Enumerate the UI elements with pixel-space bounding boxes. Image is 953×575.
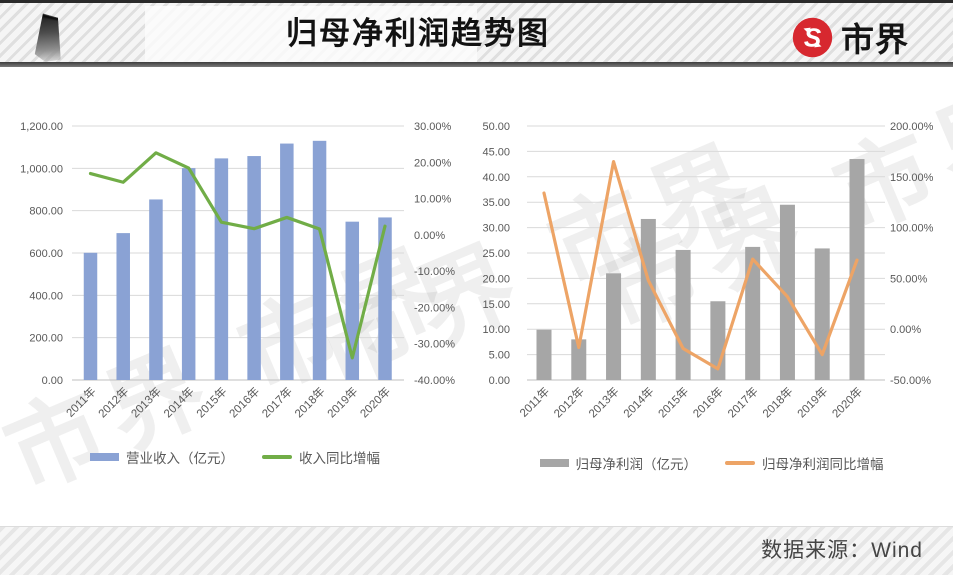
title-panel — [145, 6, 477, 65]
revenue-primary-axis-tick: 400.00 — [29, 290, 63, 302]
profit-bar-swatch — [539, 459, 569, 467]
revenue-secondary-axis-tick: 10.00% — [414, 194, 452, 206]
svg-text:S: S — [804, 22, 822, 52]
legend-item-profit: 归母净利润（亿元） — [539, 453, 698, 473]
legend-item-revenue-growth: 收入同比增幅 — [262, 447, 380, 467]
legend-label: 归母净利润同比增幅 — [762, 457, 884, 472]
profit-x-axis-label: 2018年 — [759, 384, 795, 420]
profit-bar — [536, 329, 552, 380]
legend-label: 收入同比增幅 — [299, 451, 380, 466]
revenue-bar-swatch — [90, 453, 119, 461]
revenue-primary-axis-tick: 800.00 — [29, 206, 63, 218]
profit-primary-axis-tick: 50.00 — [482, 121, 510, 133]
profit-x-axis-label: 2011年 — [517, 384, 553, 420]
profit-secondary-axis-tick: -50.00% — [890, 375, 931, 387]
legend-item-profit-growth: 归母净利润同比增幅 — [725, 453, 884, 473]
profit-x-axis-label: 2016年 — [690, 384, 726, 420]
profit-primary-axis-tick: 0.00 — [489, 375, 510, 387]
profit-x-axis-label: 2017年 — [725, 384, 761, 420]
data-source-label: 数据来源：Wind — [761, 539, 923, 562]
legend-item-revenue: 营业收入（亿元） — [90, 447, 234, 467]
brush-stroke-icon — [26, 12, 71, 66]
profit-x-axis-label: 2015年 — [655, 384, 691, 420]
profit-x-axis-label: 2019年 — [794, 384, 830, 420]
revenue-secondary-axis-tick: 20.00% — [414, 157, 452, 169]
brand-logo: S 市界 — [791, 13, 909, 61]
profit-x-axis-label: 2012年 — [551, 384, 587, 420]
footer: 数据来源：Wind — [0, 526, 953, 575]
profit-chart-legend: 归母净利润（亿元） 归母净利润同比增幅 — [470, 453, 953, 473]
revenue-primary-axis-tick: 1,000.00 — [20, 163, 63, 175]
revenue-secondary-axis-tick: 30.00% — [414, 121, 452, 133]
profit-primary-axis-tick: 45.00 — [482, 146, 510, 158]
revenue-primary-axis-tick: 1,200.00 — [20, 121, 63, 133]
brand-name: 市界 — [841, 21, 909, 58]
profit-secondary-axis-tick: 0.00% — [890, 324, 921, 336]
profit-primary-axis-tick: 40.00 — [482, 172, 510, 184]
legend-label: 归母净利润（亿元） — [575, 457, 698, 472]
profit-growth-line-swatch — [725, 461, 755, 465]
revenue-growth-line-swatch — [262, 455, 292, 459]
profit-secondary-axis-tick: 50.00% — [890, 273, 928, 285]
revenue-primary-axis-tick: 200.00 — [29, 333, 63, 345]
page-title: 归母净利润趋势图 — [286, 16, 550, 51]
profit-bar — [571, 339, 587, 380]
revenue-primary-axis-tick: 600.00 — [29, 248, 63, 260]
legend-label: 营业收入（亿元） — [126, 451, 234, 466]
revenue-chart-legend: 营业收入（亿元） 收入同比增幅 — [0, 447, 470, 467]
profit-x-axis-label: 2013年 — [586, 384, 622, 420]
brand-logo-icon: S — [792, 17, 833, 57]
profit-x-axis-label: 2020年 — [829, 384, 865, 420]
header-divider — [0, 62, 953, 67]
profit-x-axis-label: 2014年 — [620, 384, 656, 420]
header: 归母净利润趋势图 S 市界 — [0, 0, 953, 65]
